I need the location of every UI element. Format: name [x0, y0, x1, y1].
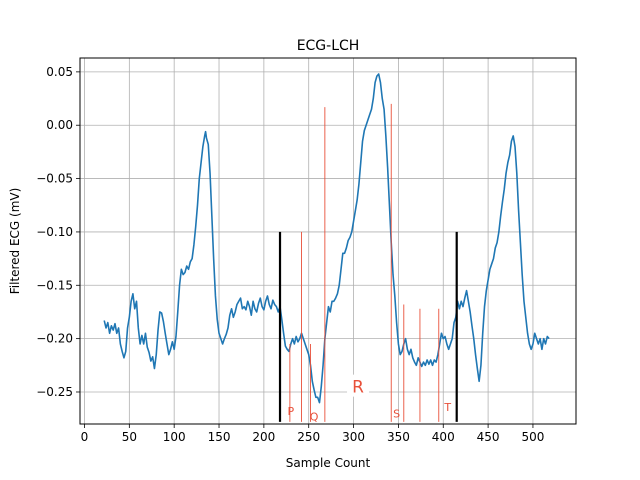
x-tick-label: 450	[477, 430, 500, 444]
wave-label-q: Q	[310, 411, 319, 424]
x-tick-label: 400	[432, 430, 455, 444]
plot-frame	[79, 57, 577, 425]
wave-label-p: P	[287, 405, 294, 418]
plot-content	[103, 73, 550, 404]
y-tick-label: −0.05	[36, 172, 73, 186]
y-tick-label: −0.20	[36, 332, 73, 346]
y-tick-label: 0.00	[46, 118, 73, 132]
y-axis-label: Filtered ECG (mV)	[8, 188, 22, 295]
y-tick-label: −0.15	[36, 278, 73, 292]
x-axis-label: Sample Count	[286, 456, 371, 470]
wave-label-s: S	[393, 407, 400, 420]
y-tick-label: −0.10	[36, 225, 73, 239]
wave-annotations: P Q R S T	[287, 374, 451, 424]
x-tick-label: 100	[163, 430, 186, 444]
marker-lines	[278, 103, 458, 422]
grid	[80, 58, 576, 424]
r-label-background	[347, 374, 370, 397]
y-tick-label: −0.25	[36, 385, 73, 399]
x-tick-label: 350	[387, 430, 410, 444]
x-axis-ticks: 0 50 100 150 200 250 300 350 400 450 500	[81, 424, 544, 444]
x-tick-label: 0	[81, 430, 89, 444]
x-tick-label: 200	[252, 430, 275, 444]
x-tick-label: 500	[521, 430, 544, 444]
ecg-series-line	[103, 73, 550, 404]
wave-label-r: R	[352, 378, 364, 398]
y-axis-ticks: 0.05 0.00 −0.05 −0.10 −0.15 −0.20 −0.25	[36, 65, 80, 399]
x-tick-label: 250	[297, 430, 320, 444]
chart-title: ECG-LCH	[297, 38, 360, 54]
x-tick-label: 300	[342, 430, 365, 444]
x-tick-label: 50	[122, 430, 137, 444]
x-tick-label: 150	[208, 430, 231, 444]
wave-label-t: T	[443, 401, 451, 414]
y-tick-label: 0.05	[46, 65, 73, 79]
